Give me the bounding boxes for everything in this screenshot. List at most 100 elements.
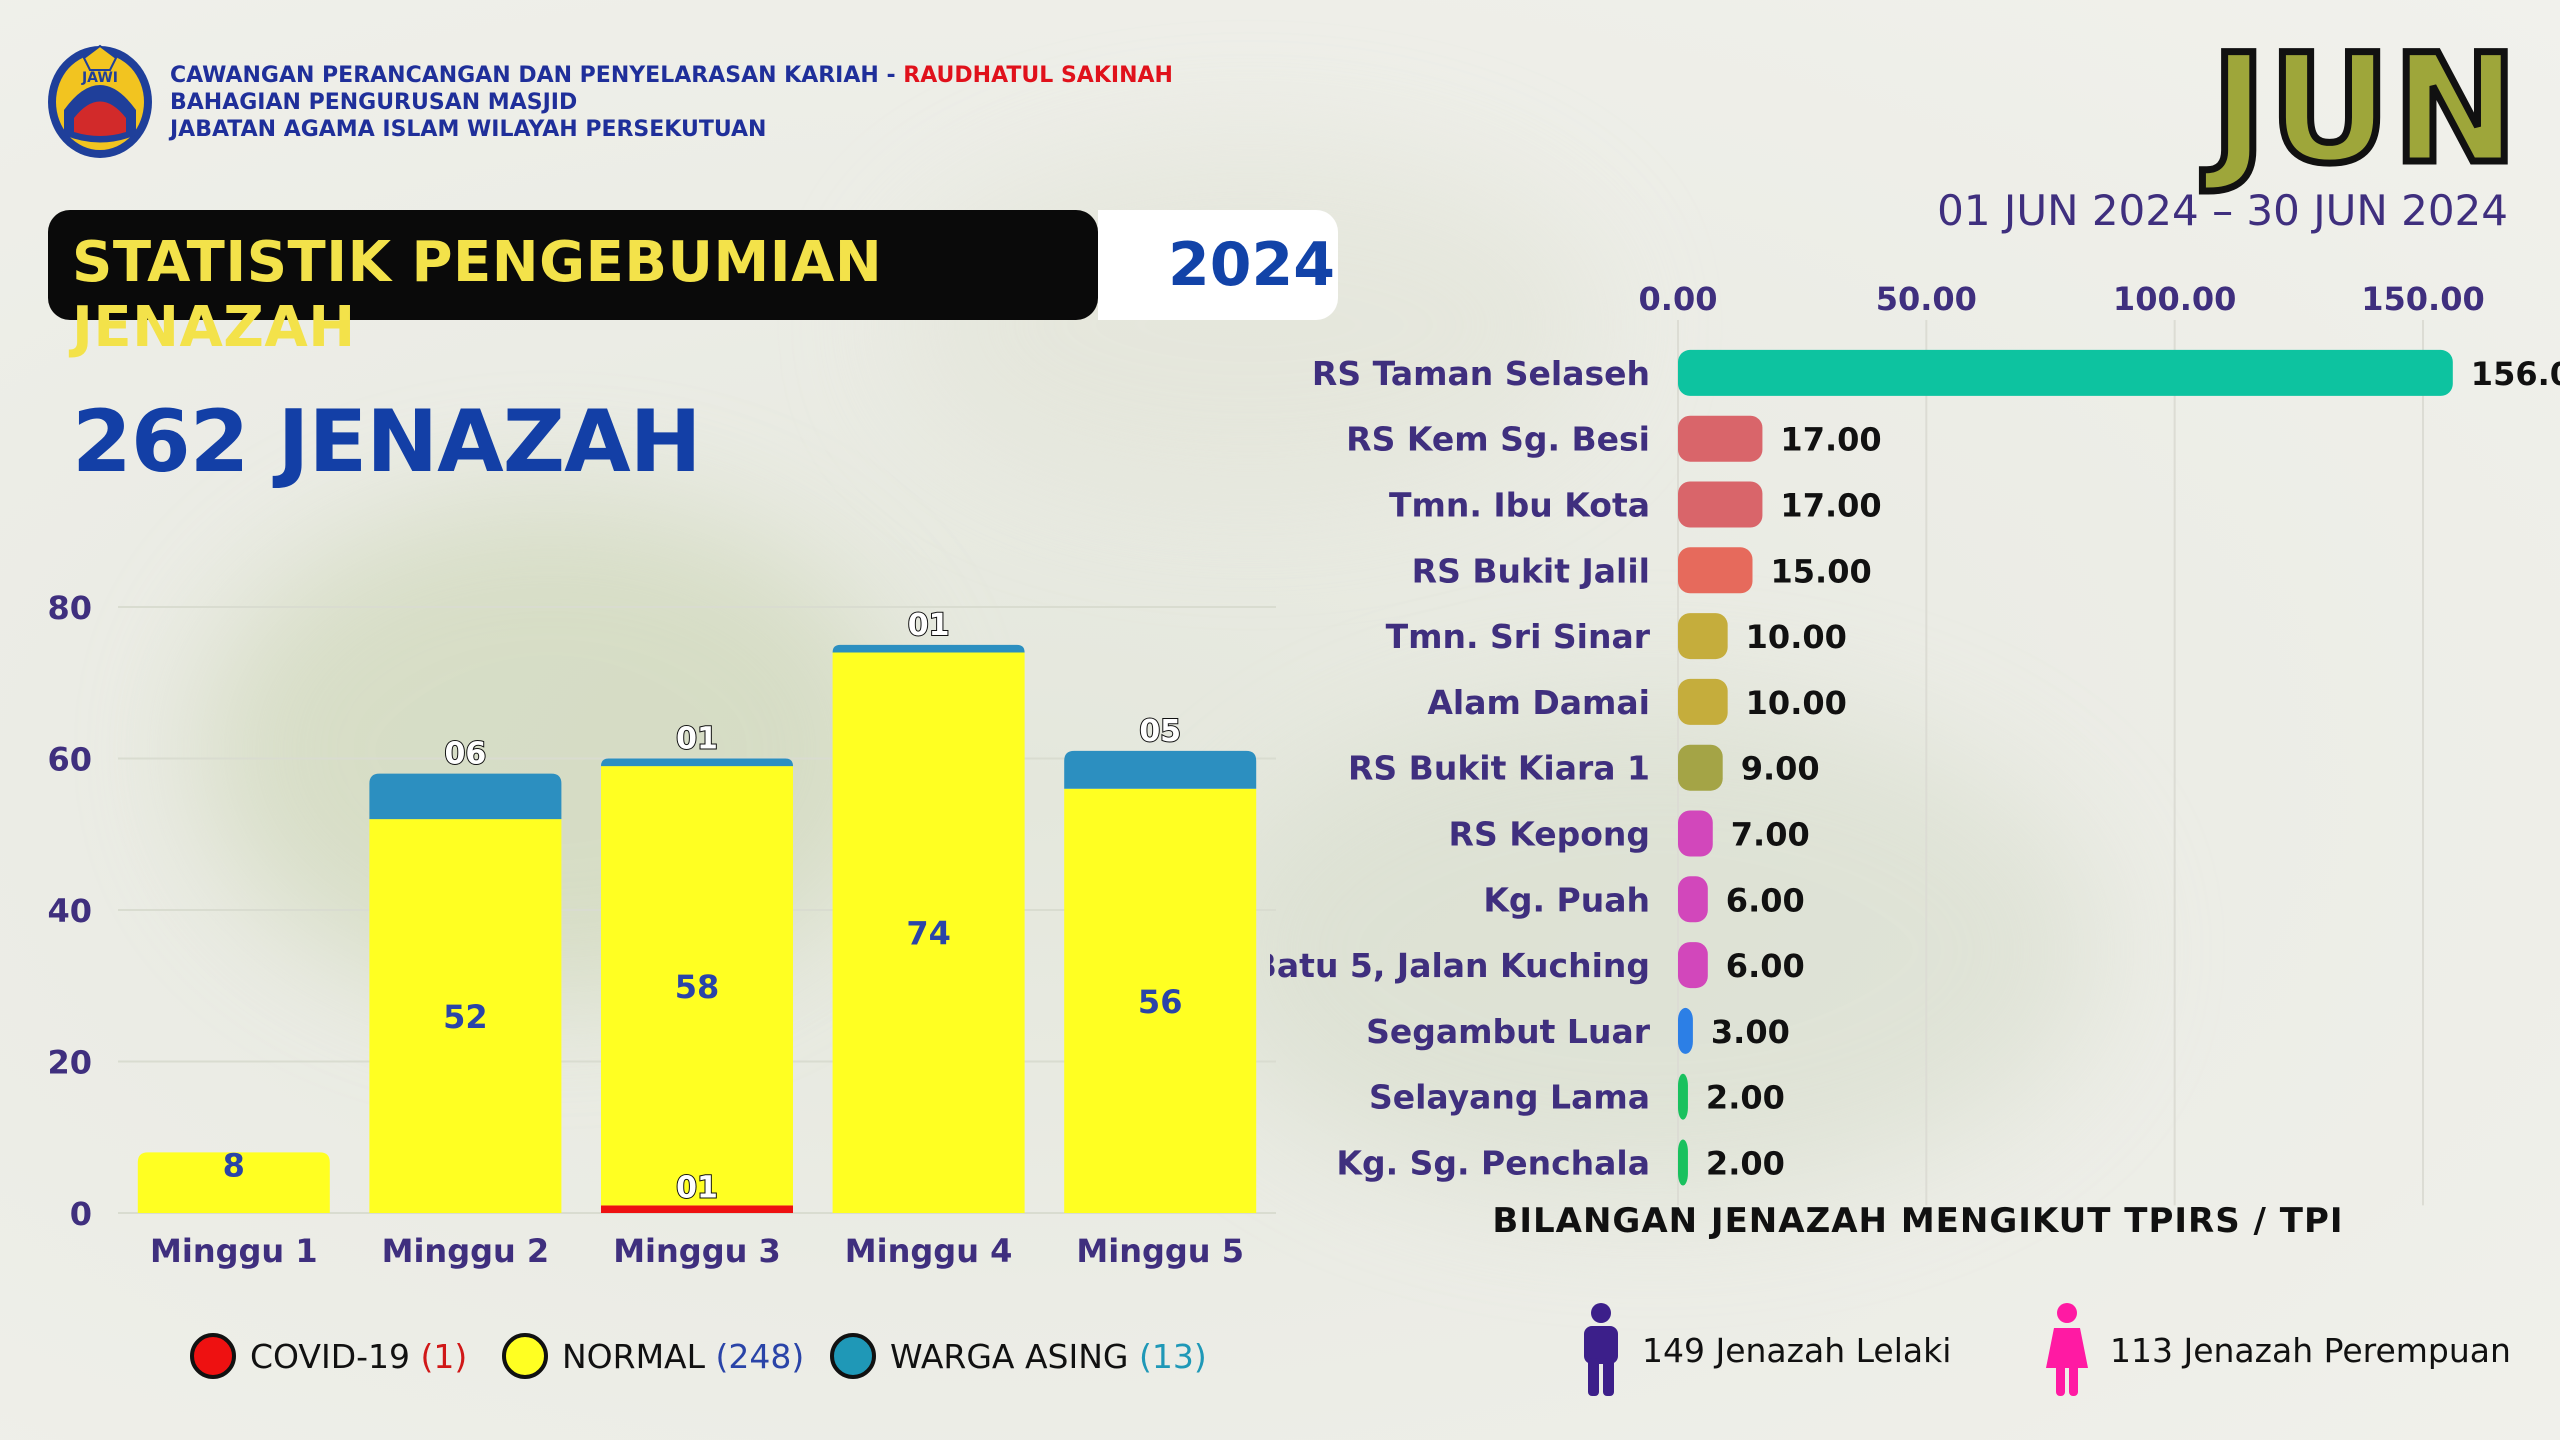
- legend-normal-label: NORMAL (248): [562, 1336, 805, 1376]
- data-label-normal: 52: [443, 998, 488, 1036]
- x-tick-label: 100.00: [2113, 280, 2236, 318]
- h-category-label: Selayang Lama: [1369, 1078, 1650, 1117]
- h-value-label: 6.00: [1726, 881, 1805, 919]
- x-category-label: Minggu 2: [382, 1232, 550, 1270]
- x-tick-label: 50.00: [1876, 280, 1977, 318]
- h-value-label: 7.00: [1731, 816, 1810, 854]
- h-value-label: 17.00: [1780, 421, 1881, 459]
- h-bar: [1678, 547, 1753, 594]
- data-label-asing: 05: [1139, 714, 1181, 749]
- h-category-label: RS Bukit Jalil: [1412, 551, 1650, 590]
- legend-asing-swatch: [830, 1333, 876, 1379]
- y-tick-label: 60: [47, 741, 92, 779]
- legend-covid: COVID-19 (1): [190, 1326, 467, 1386]
- gender-female: 113 Jenazah Perempuan: [2042, 1300, 2511, 1400]
- h-category-label: RS Taman Selaseh: [1312, 354, 1650, 393]
- legend-covid-swatch: [190, 1333, 236, 1379]
- org-line-2: BAHAGIAN PENGURUSAN MASJID: [170, 90, 578, 115]
- h-category-label: Kg. Sg. Penchala: [1336, 1144, 1650, 1183]
- h-value-label: 6.00: [1726, 947, 1805, 985]
- h-bar: [1678, 1139, 1688, 1186]
- x-tick-label: 0.00: [1639, 280, 1718, 318]
- chart-legend: COVID-19 (1) NORMAL (248) WARGA ASING (1…: [190, 1326, 1290, 1386]
- x-tick-label: 150.00: [2361, 280, 2484, 318]
- org-highlight: RAUDHATUL SAKINAH: [903, 63, 1173, 88]
- male-count: 149 Jenazah Lelaki: [1642, 1330, 1952, 1370]
- title-main: STATISTIK PENGEBUMIAN JENAZAH: [72, 230, 883, 360]
- data-label-asing: 01: [676, 722, 718, 757]
- weekly-bar-chart: 0 20 40 60 80 8 Minggu 1 52 06 Minggu 2 01 58 01 Ming…: [47, 589, 1276, 1270]
- legend-normal: NORMAL (248): [502, 1326, 804, 1386]
- h-category-label: RS Bukit Kiara 1: [1348, 749, 1650, 788]
- h-bar: [1678, 481, 1763, 528]
- female-person-icon: [2046, 1303, 2088, 1396]
- h-category-label: RS Kem Sg. Besi: [1346, 420, 1650, 459]
- data-label-normal: 56: [1138, 983, 1183, 1021]
- h-value-label: 2.00: [1706, 1079, 1785, 1117]
- organization-lines: CAWANGAN PERANCANGAN DAN PENYELARASAN KA…: [170, 62, 1173, 143]
- h-bar: [1678, 942, 1708, 989]
- h-bar: [1678, 613, 1728, 660]
- legend-covid-label: COVID-19 (1): [250, 1336, 468, 1376]
- month-label: JUN: [2207, 23, 2521, 197]
- h-bar: [1678, 415, 1763, 462]
- h-bar: [1678, 349, 2453, 396]
- h-category-label: Segambut Luar: [1366, 1012, 1651, 1051]
- h-value-label: 15.00: [1771, 552, 1872, 590]
- bar-segment-normal: [1064, 788, 1257, 1213]
- bar-segment-normal: [601, 766, 793, 1206]
- data-label-asing: 06: [445, 737, 487, 772]
- bar-segment-warga-asing: [1064, 750, 1257, 789]
- bar-segment-covid-19: [601, 1205, 793, 1213]
- org-line-1: CAWANGAN PERANCANGAN DAN PENYELARASAN KA…: [170, 63, 1173, 88]
- h-bar: [1678, 1073, 1688, 1120]
- data-label-covid: 01: [676, 1170, 718, 1205]
- h-category-label: Alam Damai: [1427, 683, 1650, 722]
- h-bar: [1678, 678, 1728, 725]
- h-category-label: Tmn. Sri Sinar: [1386, 617, 1651, 656]
- jawi-logo: JAWI: [48, 44, 152, 158]
- h-value-label: 10.00: [1746, 618, 1847, 656]
- bar-segment-warga-asing: [601, 758, 793, 767]
- h-bar: [1678, 744, 1723, 791]
- h-value-label: 2.00: [1706, 1145, 1785, 1183]
- h-bar: [1678, 1007, 1693, 1054]
- tpirs-bar-chart: 0.00 50.00 100.00 150.00 RS Taman Selaseh 156…: [1270, 280, 2560, 1241]
- bar-segment-normal: [137, 1152, 330, 1213]
- total-count: 262 JENAZAH: [72, 392, 702, 492]
- org-line-3: JABATAN AGAMA ISLAM WILAYAH PERSEKUTUAN: [170, 117, 767, 142]
- x-category-label: Minggu 3: [613, 1232, 781, 1270]
- h-bar: [1678, 876, 1708, 923]
- background-blob: [900, 150, 1600, 500]
- x-category-label: Minggu 5: [1076, 1232, 1244, 1270]
- h-value-label: 17.00: [1780, 487, 1881, 525]
- logo-text: JAWI: [81, 70, 118, 86]
- h-category-label: Kg. Puah: [1483, 880, 1650, 919]
- header: JAWI CAWANGAN PERANCANGAN DAN PENYELARAS…: [44, 40, 1194, 165]
- h-chart-title: BILANGAN JENAZAH MENGIKUT TPIRS / TPI: [1492, 1201, 2343, 1241]
- bar-segment-warga-asing: [832, 644, 1025, 653]
- title-main-box: STATISTIK PENGEBUMIAN JENAZAH: [48, 210, 1098, 360]
- y-tick-label: 80: [47, 589, 92, 627]
- h-value-label: 10.00: [1746, 684, 1847, 722]
- h-bar: [1678, 810, 1713, 857]
- x-category-label: Minggu 1: [150, 1232, 318, 1270]
- bar-segment-normal: [832, 652, 1025, 1213]
- data-label-normal: 74: [906, 915, 951, 953]
- y-tick-label: 20: [47, 1044, 92, 1082]
- data-label-asing: 01: [908, 608, 950, 643]
- gender-male: 149 Jenazah Lelaki: [1578, 1300, 1951, 1400]
- h-category-label: Batu 5, Jalan Kuching: [1270, 946, 1650, 985]
- y-tick-label: 40: [47, 892, 92, 930]
- title-year-box: 2024: [1098, 210, 1338, 320]
- bar-segment-warga-asing: [369, 773, 562, 820]
- h-value-label: 9.00: [1741, 750, 1820, 788]
- male-person-icon: [1584, 1303, 1618, 1396]
- statistics-title: STATISTIK PENGEBUMIAN JENAZAH 2024: [48, 210, 1338, 360]
- legend-asing: WARGA ASING (13): [830, 1326, 1207, 1386]
- gender-summary: 149 Jenazah Lelaki 113 Jenazah Perempuan: [1570, 1300, 2550, 1400]
- female-count: 113 Jenazah Perempuan: [2110, 1330, 2511, 1370]
- h-category-label: Tmn. Ibu Kota: [1389, 486, 1650, 525]
- y-tick-label: 0: [70, 1195, 92, 1233]
- h-value-label: 156.00: [2471, 355, 2560, 393]
